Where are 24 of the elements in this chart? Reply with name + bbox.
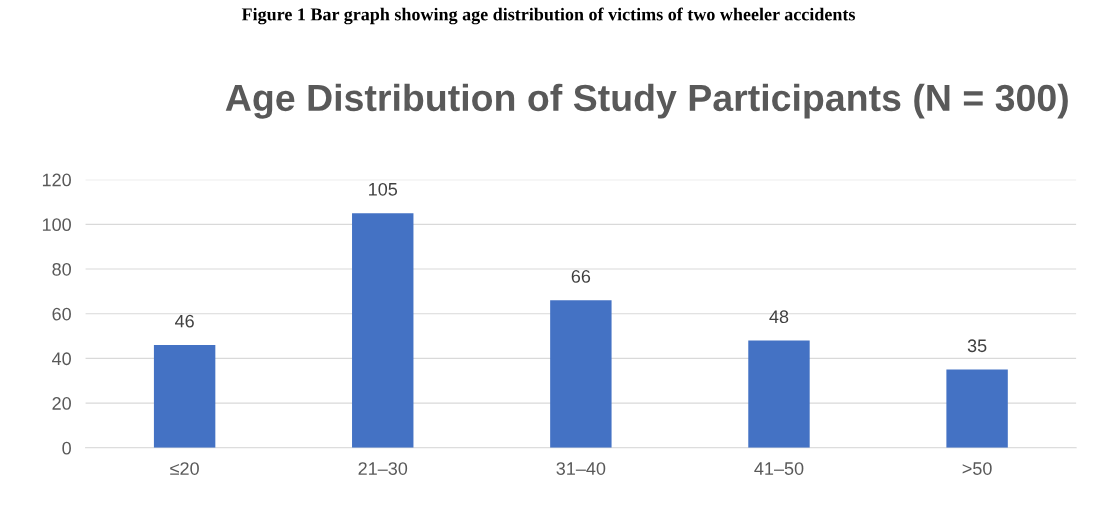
y-tick-label: 100 [42,218,71,232]
y-tick-label: 40 [52,352,71,366]
chart-title: Age Distribution of Study Participants (N = 300) [225,83,1068,119]
x-tick-label: 41–50 [754,462,804,475]
caption: Figure 1 Bar graph showing age distribution of victims of two wheeler accidents [241,7,856,25]
y-tick-label: 120 [42,173,71,187]
data-label: 46 [175,314,194,328]
y-tick-label: 20 [52,397,71,410]
data-label: 105 [369,182,398,196]
bar [946,369,1008,448]
x-tick-label: 21–30 [358,462,408,475]
bar [352,213,414,448]
bar [550,300,612,448]
x-tick-label: ≤20 [170,462,199,475]
data-label: 48 [769,310,789,324]
data-label: 66 [571,270,591,283]
y-tick-label: 80 [52,262,71,276]
x-tick-label: 31–40 [556,462,606,475]
y-tick-label: 0 [62,441,71,455]
bar [153,345,216,448]
bar [748,340,810,448]
y-tick-label: 60 [52,307,71,321]
data-label: 35 [967,339,987,353]
x-tick-label: >50 [962,462,992,475]
